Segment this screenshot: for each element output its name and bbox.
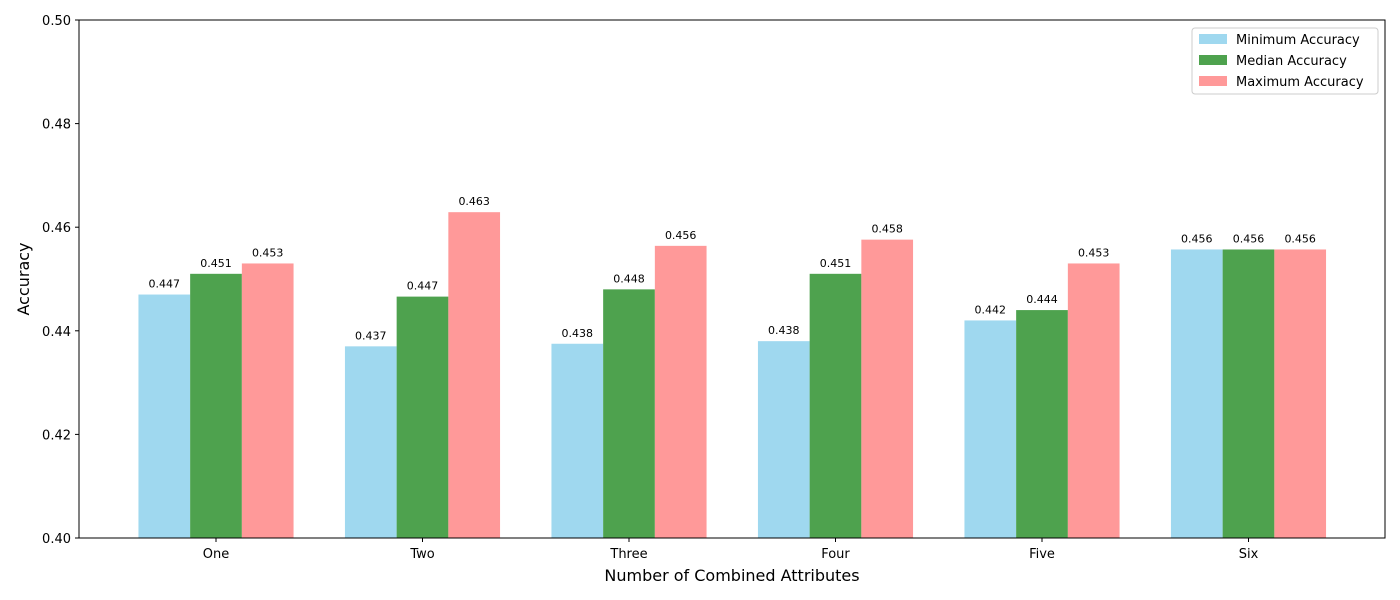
bar-maximum-accuracy-one (241, 263, 294, 538)
bar-minimum-accuracy-five (964, 320, 1017, 538)
bar-maximum-accuracy-three (654, 245, 707, 538)
legend-label: Median Accuracy (1236, 54, 1347, 69)
data-label: 0.453 (252, 246, 284, 259)
data-label: 0.463 (458, 195, 490, 208)
bar-maximum-accuracy-four (861, 239, 914, 538)
bar-maximum-accuracy-five (1067, 263, 1120, 538)
x-tick-label: Five (1029, 547, 1055, 562)
bars-group (138, 212, 1327, 539)
x-axis-label: Number of Combined Attributes (604, 566, 859, 585)
x-tick-label: Two (409, 547, 434, 562)
data-labels-group: 0.447 0.437 0.438 0.438 0.442 0.456 0.451 0.447… (149, 195, 1316, 342)
bar-minimum-accuracy-six (1170, 249, 1223, 538)
legend-label: Minimum Accuracy (1236, 33, 1360, 48)
bar-maximum-accuracy-six (1274, 249, 1327, 538)
bar-minimum-accuracy-four (757, 341, 810, 538)
y-tick-label: 0.46 (42, 221, 71, 236)
y-tick-label: 0.44 (42, 325, 71, 340)
data-label: 0.438 (768, 324, 800, 337)
bar-median-accuracy-five (1016, 310, 1068, 538)
legend-swatch (1199, 55, 1227, 65)
data-label: 0.451 (200, 257, 232, 270)
y-tick-label: 0.48 (42, 118, 71, 133)
data-label: 0.444 (1026, 293, 1058, 306)
plot-frame (78, 19, 1386, 539)
x-tick-label: Four (821, 547, 850, 562)
bar-median-accuracy-one (190, 273, 242, 538)
y-tick-label: 0.50 (42, 14, 71, 29)
legend-box (1191, 27, 1379, 95)
x-axis-ticks: One Two Three Four Five Six (203, 538, 1259, 562)
legend-label: Maximum Accuracy (1236, 75, 1364, 90)
data-label: 0.437 (355, 329, 387, 342)
bar-median-accuracy-four (809, 273, 862, 538)
x-tick-label: Three (609, 547, 647, 562)
data-label: 0.448 (613, 272, 645, 285)
y-axis-ticks: 0.40 0.42 0.44 0.46 0.48 0.50 (42, 14, 79, 547)
bar-median-accuracy-six (1222, 249, 1275, 538)
data-label: 0.456 (1181, 232, 1213, 245)
data-label: 0.451 (820, 257, 852, 270)
bar-minimum-accuracy-two (344, 346, 397, 538)
legend-swatch (1199, 76, 1227, 86)
data-label: 0.447 (149, 278, 181, 291)
data-label: 0.453 (1078, 246, 1110, 259)
data-label: 0.456 (1233, 232, 1265, 245)
data-label: 0.458 (871, 223, 903, 236)
bar-maximum-accuracy-two (448, 212, 501, 539)
y-tick-label: 0.40 (42, 532, 71, 547)
bar-minimum-accuracy-three (551, 343, 604, 538)
data-label: 0.438 (562, 327, 594, 340)
y-axis-label: Accuracy (14, 242, 33, 315)
bar-median-accuracy-three (603, 289, 655, 538)
data-label: 0.456 (665, 229, 697, 242)
data-label: 0.442 (975, 303, 1007, 316)
bar-median-accuracy-two (396, 296, 449, 538)
legend: Minimum Accuracy Median Accuracy Maximum A… (1191, 27, 1379, 95)
x-tick-label: Six (1239, 547, 1259, 562)
data-label: 0.456 (1284, 232, 1316, 245)
x-tick-label: One (203, 547, 229, 562)
data-label: 0.447 (407, 280, 439, 293)
legend-swatch (1199, 34, 1227, 44)
y-tick-label: 0.42 (42, 428, 71, 443)
bar-minimum-accuracy-one (138, 294, 191, 538)
